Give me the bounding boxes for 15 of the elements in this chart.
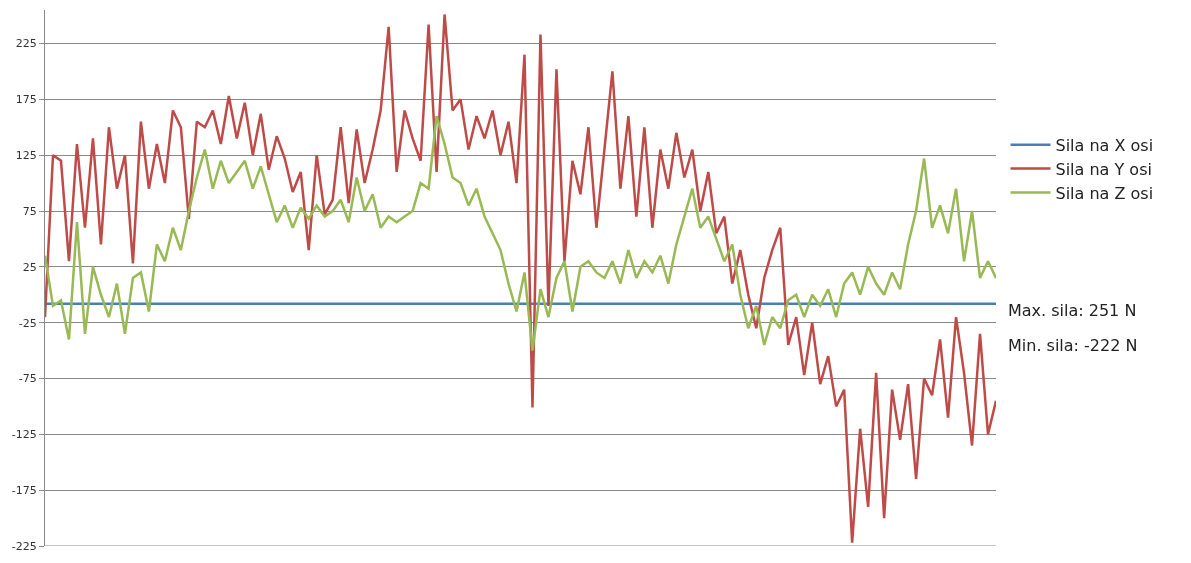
y-tick-label: 125 — [15, 149, 37, 163]
y-tick-label: 75 — [22, 204, 37, 218]
legend-label: Sila na Z osi — [1055, 183, 1154, 203]
legend-label: Sila na Y osi — [1055, 159, 1152, 179]
y-tick-label: -75 — [18, 372, 37, 386]
text: Min. sila: -222 N — [1008, 336, 1138, 355]
text: Max. sila: 251 N — [1008, 301, 1137, 320]
y-tick-label: 25 — [22, 260, 37, 274]
y-tick-label: -25 — [18, 316, 37, 330]
y-tick-label: -125 — [11, 428, 37, 442]
y-tick-label: -175 — [11, 484, 37, 498]
legend-label: Sila na X osi — [1055, 136, 1154, 156]
y-tick-label: 225 — [15, 37, 37, 51]
y-tick-label: 175 — [15, 93, 37, 107]
y-tick-label: -225 — [11, 539, 37, 553]
